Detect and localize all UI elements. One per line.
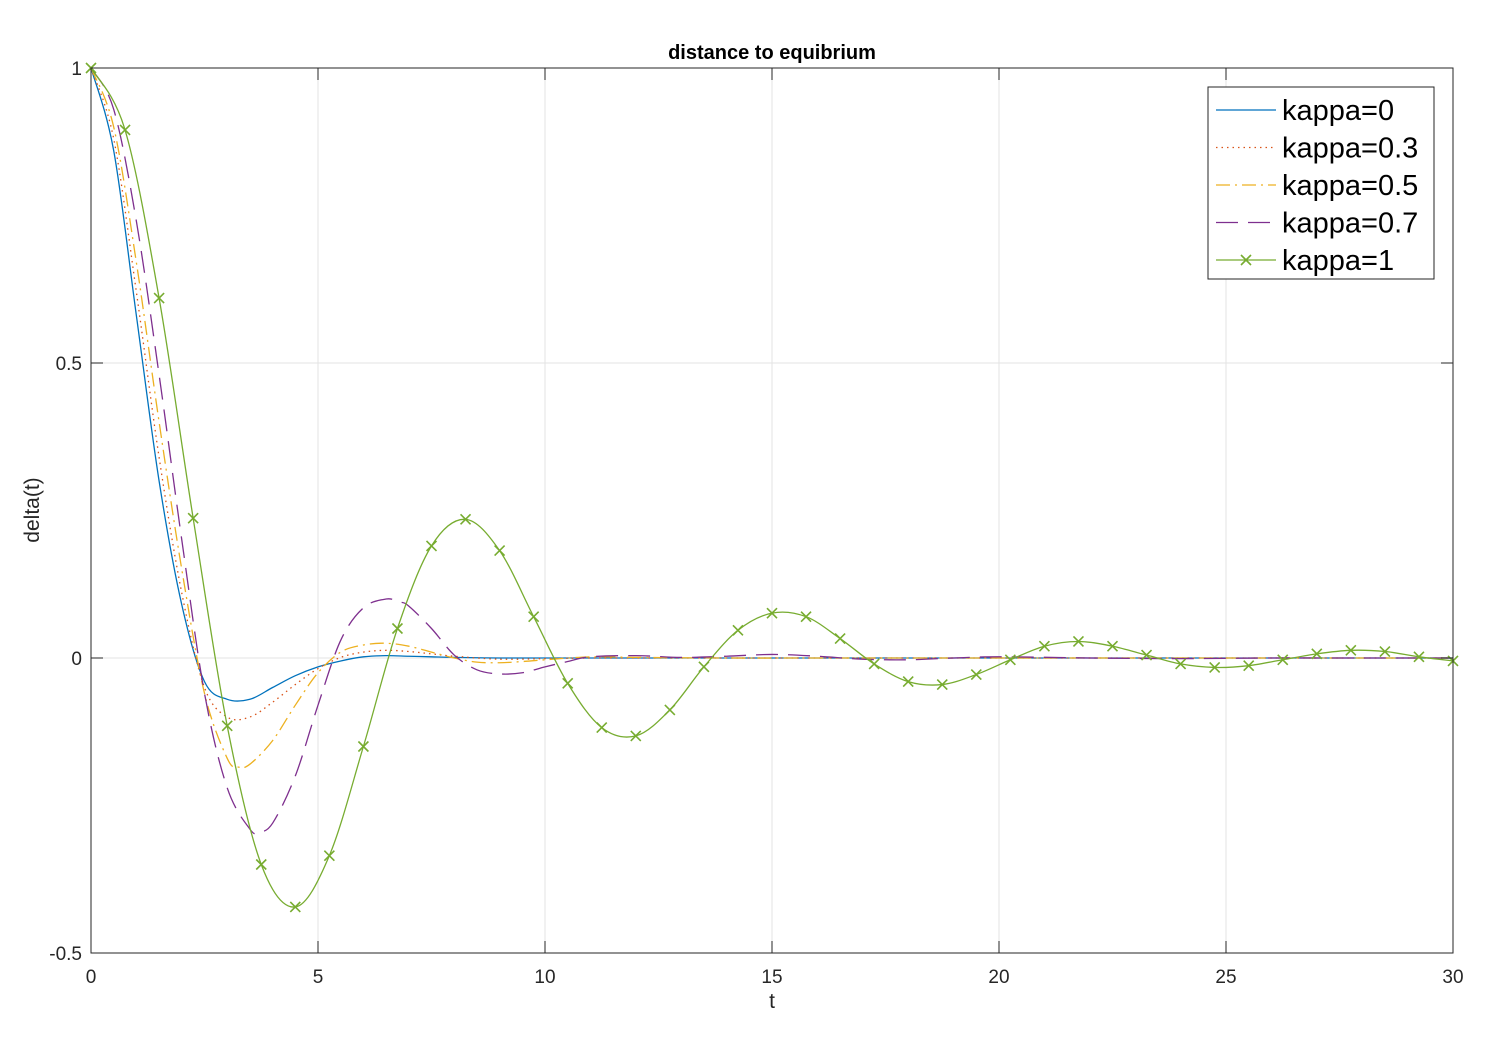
x-tick-label: 25 [1215,967,1236,988]
series-lines [85,62,1459,913]
series-marker-kappa-1 [1140,649,1153,661]
legend-label-kappa-0: kappa=0 [1282,95,1394,127]
y-tick-label: 1 [71,59,82,80]
x-tick-label: 20 [988,967,1009,988]
series-marker-kappa-1 [119,124,131,136]
series-marker-kappa-1 [664,704,676,716]
series-marker-kappa-1 [732,624,744,636]
y-tick-label: -0.5 [49,944,82,965]
legend-label-kappa-0-7: kappa=0.7 [1282,208,1418,240]
series-marker-kappa-1 [1345,644,1357,656]
series-marker-kappa-1 [970,668,982,681]
series-marker-kappa-1 [289,901,301,913]
series-marker-kappa-1 [800,611,812,623]
series-marker-kappa-1 [187,512,199,524]
series-marker-kappa-1 [1175,658,1187,670]
series-marker-kappa-1 [391,622,404,635]
legend: kappa=0 kappa=0.3 kappa=0.5 kappa=0.7 kappa=… [1207,86,1435,280]
series-marker-kappa-1 [1379,645,1391,658]
series-marker-kappa-1 [528,611,540,623]
series-marker-kappa-1 [1209,661,1221,674]
series-marker-kappa-1 [153,292,165,304]
legend-label-kappa-0-3: kappa=0.3 [1282,133,1418,165]
series-marker-kappa-1 [630,730,642,742]
series-marker-kappa-1 [1004,654,1016,666]
series-marker-kappa-1 [1106,640,1119,652]
series-marker-kappa-1 [323,850,335,862]
series-marker-kappa-1 [494,545,506,557]
legend-label-kappa-1: kappa=1 [1282,245,1394,277]
series-marker-kappa-1 [357,740,369,753]
series-marker-kappa-1 [221,720,233,732]
series-marker-kappa-1 [1311,648,1323,660]
series-line-kappa-0-5 [90,67,1453,769]
series-marker-kappa-1 [562,677,574,689]
series-marker-kappa-1 [1038,640,1050,652]
y-axis-label: delta(t) [21,477,44,542]
chart-title: distance to equibrium [668,42,876,64]
legend-marker-kappa-1 [1240,254,1252,266]
y-tick-label: 0.5 [56,354,82,375]
series-line-kappa-0-7 [90,67,1453,835]
series-marker-kappa-1 [459,513,472,525]
series-marker-kappa-1 [902,676,914,688]
y-tick-label: 0 [71,649,82,670]
series-marker-kappa-1 [1072,635,1085,648]
series-line-kappa-0-3 [90,67,1453,721]
series-marker-kappa-1 [698,661,710,673]
series-marker-kappa-1 [425,540,438,552]
series-marker-kappa-1 [868,658,880,670]
x-tick-label: 30 [1442,967,1463,988]
series-marker-kappa-1 [1413,651,1425,663]
series-marker-kappa-1 [1277,654,1289,666]
legend-label-kappa-0-5: kappa=0.5 [1282,170,1418,202]
x-tick-label: 0 [86,967,97,988]
series-marker-kappa-1 [766,607,778,619]
series-marker-kappa-1 [255,858,267,871]
legend-box [1207,86,1435,280]
series-marker-kappa-1 [936,678,948,691]
x-axis-label: t [769,990,775,1013]
series-marker-kappa-1 [834,632,846,645]
x-tick-label: 5 [313,967,324,988]
x-tick-label: 10 [534,967,555,988]
axis-ticks: 0 5 10 15 20 25 30-0.500.51 [49,59,1463,988]
series-marker-kappa-1 [596,722,608,734]
x-tick-label: 15 [761,967,782,988]
series-marker-kappa-1 [1243,660,1255,672]
